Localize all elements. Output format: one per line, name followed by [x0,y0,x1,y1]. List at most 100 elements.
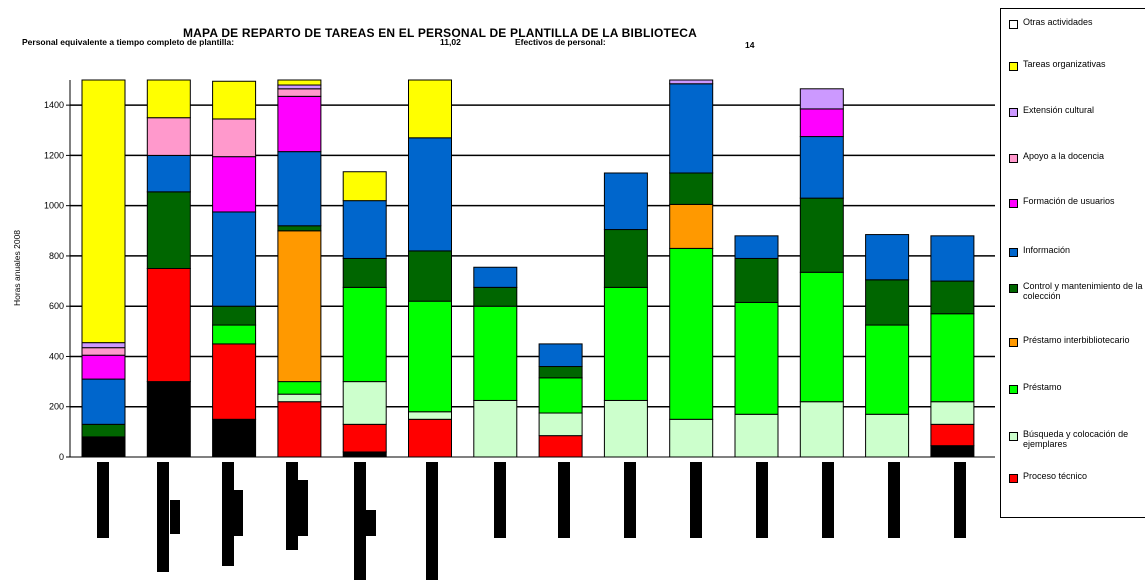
bar-segment [669,203,714,249]
legend-item: Extensión cultural [1009,105,1145,117]
bar-segment [81,347,126,356]
legend-swatch [1009,108,1018,117]
bar-segment [146,381,191,458]
y-tick-label: 600 [49,301,64,311]
legend-swatch [1009,199,1018,208]
bar-segment [342,381,387,425]
bar-segment [865,234,910,281]
bar-segment [603,399,648,458]
bar-segment [603,172,648,231]
legend-swatch [1009,20,1018,29]
bar-segment [930,235,975,282]
category-marker [494,462,506,538]
legend-swatch [1009,338,1018,347]
bar-segment [669,83,714,174]
legend-label: Préstamo [1023,382,1062,392]
category-marker [157,462,169,572]
bar-segment [212,343,257,420]
bar-segment [81,378,126,425]
bar-segment [81,423,126,438]
chart-legend: Otras actividades Tareas organizativas Ext… [1000,8,1145,518]
y-tick-label: 800 [49,251,64,261]
category-marker [822,462,834,538]
legend-label: Préstamo interbibliotecario [1023,335,1130,345]
bar-segment [212,118,257,158]
legend-label: Información [1023,245,1071,255]
legend-label: Proceso técnico [1023,471,1088,481]
bar-segment [538,412,583,437]
bar-segment [669,247,714,420]
bar-segment [669,79,714,85]
category-marker [690,462,702,538]
category-marker [426,462,438,580]
bar-segment [930,445,975,458]
bar-segment [342,171,387,202]
legend-label: Búsqueda y colocación de ejemplares [1023,429,1129,449]
category-marker [298,480,308,536]
legend-label: Tareas organizativas [1023,59,1106,69]
y-axis-label: Horas anuales 2008 [12,230,22,306]
bar-segment [930,423,975,447]
legend-label: Extensión cultural [1023,105,1095,115]
bar-segment [930,313,975,403]
bar-segment [799,401,844,458]
bar-segment [408,411,452,420]
legend-item: Préstamo interbibliotecario [1009,335,1145,347]
bar-segment [212,324,257,345]
bar-segment [212,80,257,120]
bar-segment [212,418,257,458]
legend-item: Otras actividades [1009,17,1145,29]
bar-segment [81,436,126,458]
bar-segment [277,225,322,232]
bar-segment [277,95,322,153]
bar-segment [277,79,322,86]
bar-segment [473,305,518,401]
category-marker [170,500,180,534]
category-marker [286,462,298,550]
bar-segment [669,172,714,205]
bar-segment [538,366,583,379]
bar-segment [408,137,452,252]
bar-segment [277,393,322,403]
legend-swatch [1009,154,1018,163]
bar-segment [799,197,844,273]
bar-segment [342,200,387,259]
category-marker [756,462,768,538]
y-tick-label: 0 [59,452,64,462]
y-tick-label: 1400 [44,100,64,110]
legend-swatch [1009,474,1018,483]
legend-label: Formación de usuarios [1023,196,1115,206]
legend-item: Control y mantenimiento de la colección [1009,281,1145,301]
bar-segment [212,156,257,213]
bar-segment [146,191,191,270]
bar-segment [342,423,387,453]
bar-segment [865,413,910,458]
category-marker [97,462,109,538]
fte-value: 11,02 [440,37,461,47]
bar-segment [538,343,583,368]
bar-segment [799,108,844,138]
legend-item: Préstamo [1009,382,1145,394]
bar-segment [408,418,452,458]
bar-segment [930,401,975,425]
category-marker [954,462,966,538]
legend-item: Apoyo a la docencia [1009,151,1145,163]
legend-item: Proceso técnico [1009,471,1145,483]
category-marker [624,462,636,538]
bar-segment [342,286,387,383]
bar-segment [865,279,910,326]
y-tick-label: 1000 [44,201,64,211]
bar-segment [146,79,191,119]
y-tick-label: 1200 [44,150,64,160]
legend-swatch [1009,62,1018,71]
bar-segment [865,324,910,415]
bar-segment [277,84,322,90]
legend-swatch [1009,248,1018,257]
bar-segment [212,211,257,307]
category-marker [888,462,900,538]
legend-swatch [1009,284,1018,293]
bar-segment [212,305,257,326]
chart-canvas: 0 200 400 600 800 1000 1200 1400 Horas anuales 2… [12,79,995,580]
bar-segment [799,88,844,110]
bar-segment [81,354,126,380]
